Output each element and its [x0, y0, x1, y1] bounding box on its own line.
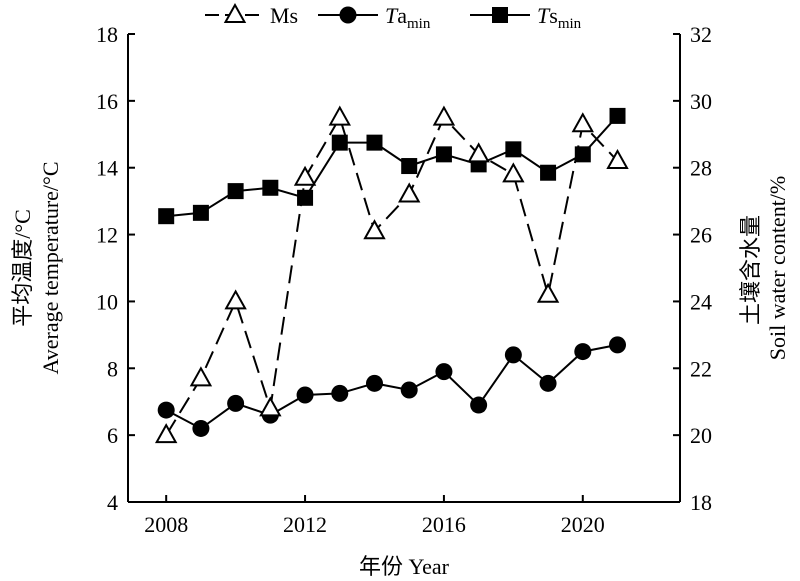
series-layer — [154, 105, 629, 444]
y-left-tick-label: 8 — [107, 356, 118, 381]
series-ms-point — [328, 105, 351, 126]
y-right-title-en: Soil water content/% — [765, 176, 790, 361]
series-ms-point — [502, 162, 525, 183]
series-ts-point — [574, 146, 591, 163]
legend-ta-label: Tamin — [385, 3, 431, 32]
series-ts-point — [158, 208, 175, 225]
y-left-tick-label: 18 — [96, 22, 118, 47]
series-ta-point — [157, 401, 175, 419]
series-ts-point — [331, 134, 348, 151]
y-left-tick-label: 6 — [107, 423, 118, 448]
series-ta-point — [609, 336, 627, 354]
series-ts-point — [505, 141, 522, 158]
x-tick-label: 2012 — [283, 512, 327, 537]
y-right-tick-label: 32 — [690, 22, 712, 47]
y-right-tick-label: 20 — [690, 423, 712, 448]
series-ta-point — [227, 394, 245, 412]
y-left-title-cn: 平均温度/°C — [10, 209, 35, 327]
legend-ta-label-rest: a — [397, 3, 407, 28]
legend-ta-label-sub: min — [407, 16, 431, 32]
legend-ms-label-main: Ms — [270, 3, 298, 28]
legend-ts-label-rest: s — [549, 3, 558, 28]
legend-ts-marker — [492, 7, 508, 23]
x-tick-label: 2020 — [561, 512, 605, 537]
y-right-tick-label: 24 — [690, 289, 712, 314]
series-ms-point — [536, 282, 560, 303]
y-left-title-en: Average temperature/°C — [38, 161, 63, 374]
series-ms-point — [606, 148, 629, 170]
series-ta-point — [365, 374, 383, 392]
series-ms-point — [363, 219, 386, 240]
series-ms-point — [293, 165, 317, 186]
series-ta-point — [331, 384, 349, 402]
series-ms-point — [467, 142, 490, 163]
series-ts-point — [540, 164, 557, 181]
series-ta-point — [192, 419, 210, 437]
series-ta-point — [504, 346, 522, 364]
y-left-tick-label: 14 — [96, 156, 118, 181]
series-ms-point — [259, 396, 282, 417]
x-tick-label: 2008 — [144, 512, 188, 537]
legend: Ms Tamin Tsmin — [205, 2, 582, 32]
series-ta-point — [574, 343, 592, 361]
y-left-tick-label: 16 — [96, 89, 118, 114]
y-left-tick-label: 10 — [96, 289, 118, 314]
y-right-tick-label: 22 — [690, 356, 712, 381]
y-right-tick-label: 26 — [690, 223, 712, 248]
series-ts-point — [262, 179, 279, 196]
y-left-tick-label: 12 — [96, 223, 118, 248]
series-ms-line — [165, 115, 619, 436]
axes: 4 6 8 10 12 14 16 18 18 20 22 24 26 28 30 32 2008 2012 201… — [10, 22, 790, 579]
y-right-tick-label: 28 — [690, 156, 712, 181]
y-left-tick-label: 4 — [107, 490, 118, 515]
legend-ta-label-main: T — [385, 3, 399, 28]
series-ts-point — [401, 158, 418, 175]
series-ts-point — [227, 183, 244, 200]
series-ts-point — [297, 189, 314, 206]
legend-ts-label: Tsmin — [537, 3, 582, 32]
series-ms-point — [189, 366, 213, 387]
series-ms-point — [154, 423, 178, 444]
legend-ta-marker — [339, 6, 357, 24]
series-ms-point — [432, 105, 456, 126]
x-axis-title: 年份 Year — [359, 554, 450, 579]
series-ms-point — [398, 182, 421, 203]
series-ta-point — [400, 381, 418, 399]
legend-ms-marker — [223, 2, 247, 23]
legend-ms-label: Ms — [270, 3, 298, 28]
series-ms-point — [224, 289, 247, 310]
legend-ts-label-main: T — [537, 3, 551, 28]
x-tick-label: 2016 — [422, 512, 466, 537]
series-ta-point — [539, 374, 557, 392]
y-right-tick-label: 18 — [690, 490, 712, 515]
series-ms-point — [571, 112, 594, 133]
series-ta-point — [435, 363, 453, 381]
legend-ts-label-sub: min — [558, 16, 582, 32]
series-ta-point — [296, 386, 314, 404]
y-right-title-cn: 土壤含水量 — [738, 215, 763, 325]
series-ts-point — [366, 134, 383, 151]
series-ts-point — [609, 107, 626, 124]
series-ts-point — [192, 204, 209, 221]
series-ta-point — [470, 396, 488, 414]
y-right-tick-label: 30 — [690, 89, 712, 114]
series-ts-point — [435, 146, 452, 163]
